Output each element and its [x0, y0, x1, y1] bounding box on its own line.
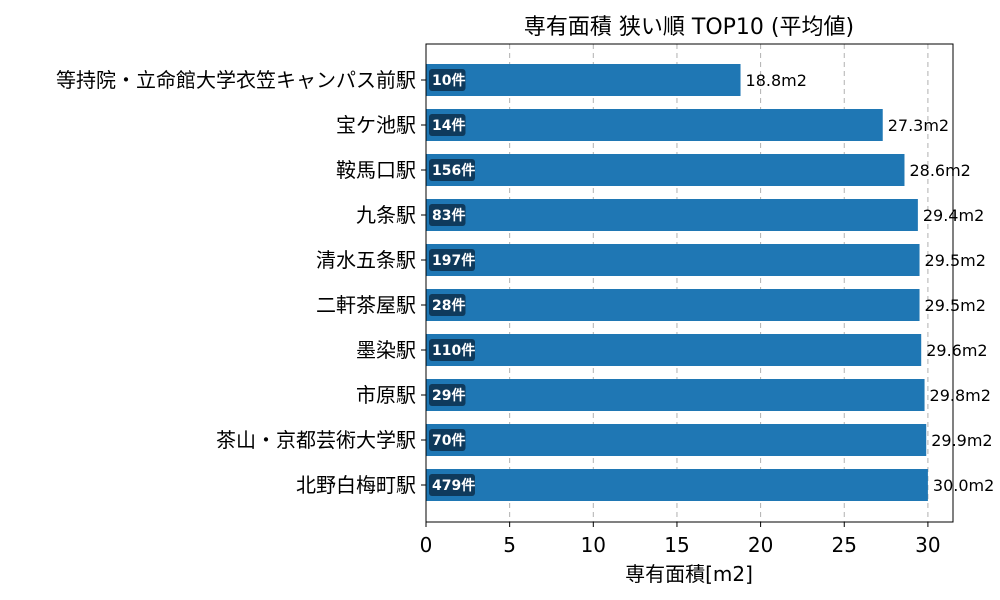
x-tick-label: 25 — [832, 533, 857, 557]
category-labels: 等持院・立命館大学衣笠キャンパス前駅宝ケ池駅鞍馬口駅九条駅清水五条駅二軒茶屋駅墨… — [56, 68, 426, 497]
category-label: 清水五条駅 — [316, 248, 416, 272]
value-label: 30.0m2 — [933, 476, 994, 495]
bar — [426, 64, 741, 96]
bar — [426, 424, 927, 456]
bar — [426, 244, 920, 276]
count-label: 110件 — [432, 342, 475, 359]
category-label: 市原駅 — [356, 383, 416, 407]
value-label: 18.8m2 — [746, 71, 807, 90]
category-label: 鞍馬口駅 — [336, 158, 416, 182]
count-badge — [429, 69, 466, 91]
count-badge — [429, 474, 475, 496]
count-label: 479件 — [432, 477, 475, 494]
bar — [426, 199, 918, 231]
category-label: 北野白梅町駅 — [296, 473, 416, 497]
category-label: 墨染駅 — [356, 338, 416, 362]
count-badge — [429, 249, 475, 271]
count-label: 156件 — [432, 162, 475, 179]
value-label: 29.9m2 — [931, 431, 992, 450]
chart-title: 専有面積 狭い順 TOP10 (平均値) — [524, 15, 854, 40]
count-badge — [429, 204, 466, 226]
x-tick-label: 10 — [581, 533, 606, 557]
category-label: 二軒茶屋駅 — [316, 293, 416, 317]
value-label: 29.6m2 — [926, 341, 987, 360]
category-label: 等持院・立命館大学衣笠キャンパス前駅 — [56, 68, 416, 92]
x-tick-label: 5 — [503, 533, 516, 557]
bar — [426, 379, 925, 411]
count-badge — [429, 114, 466, 136]
value-label: 29.5m2 — [925, 296, 986, 315]
count-badge — [429, 294, 466, 316]
x-axis-ticks: 0 5 10 15 20 25 30 — [420, 522, 941, 557]
x-tick-label: 0 — [420, 533, 433, 557]
count-badge — [429, 339, 475, 361]
value-label: 29.5m2 — [925, 251, 986, 270]
x-axis-label: 専有面積[m2] — [625, 562, 753, 586]
value-label: 29.4m2 — [923, 206, 984, 225]
value-label: 29.8m2 — [930, 386, 991, 405]
count-label: 14件 — [432, 117, 465, 134]
plot-frame — [425, 43, 954, 523]
count-label: 28件 — [432, 297, 465, 314]
category-label: 茶山・京都芸術大学駅 — [216, 428, 416, 452]
bar — [426, 289, 920, 321]
x-tick-label: 30 — [915, 533, 940, 557]
x-tick-label: 15 — [664, 533, 689, 557]
x-tick-label: 20 — [748, 533, 773, 557]
count-label: 70件 — [432, 432, 465, 449]
count-label: 29件 — [432, 387, 465, 404]
count-label: 10件 — [432, 72, 465, 89]
count-badge — [429, 384, 466, 406]
count-label: 83件 — [432, 207, 465, 224]
bar — [426, 334, 922, 366]
value-label: 27.3m2 — [888, 116, 949, 135]
count-label: 197件 — [432, 252, 475, 269]
bar — [426, 109, 883, 141]
bars: 10件 18.8m2 14件 27.3m2 156件 28.6m2 83件 29.4m2 197… — [426, 64, 994, 501]
count-badge — [429, 159, 475, 181]
bar — [426, 469, 928, 501]
bar — [426, 154, 905, 186]
count-badge — [429, 429, 466, 451]
value-label: 28.6m2 — [909, 161, 970, 180]
category-label: 宝ケ池駅 — [336, 113, 416, 137]
category-label: 九条駅 — [356, 203, 416, 227]
